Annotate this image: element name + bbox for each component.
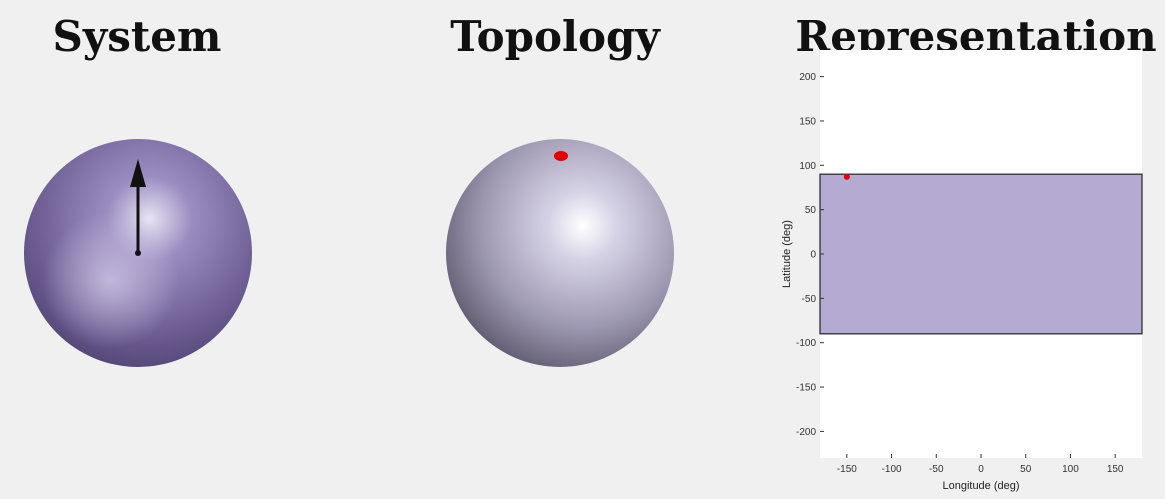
pointing-up-arrow-icon: [130, 159, 146, 256]
x-tick-label: -100: [882, 464, 902, 475]
system-sphere: [24, 139, 252, 367]
topology-title: Topology: [450, 12, 660, 61]
topology-sphere-body: [446, 139, 674, 367]
x-tick-label: 50: [1020, 464, 1032, 475]
y-tick-label: 100: [799, 161, 816, 172]
y-tick-label: -50: [802, 294, 817, 305]
y-axis-label: Latitude (deg): [781, 220, 793, 288]
x-tick-label: -50: [929, 464, 944, 475]
y-tick-label: -100: [796, 338, 816, 349]
valid-region: [819, 173, 1143, 335]
y-tick-label: 150: [799, 116, 816, 127]
y-tick-label: 0: [810, 250, 816, 261]
y-tick-label: 50: [805, 205, 817, 216]
north-pole-marker-icon: [554, 151, 568, 161]
topology-sphere: [446, 139, 674, 367]
x-tick-label: 100: [1062, 464, 1079, 475]
x-tick-label: 0: [978, 464, 984, 475]
system-title: System: [52, 12, 222, 61]
x-axis-label: Longitude (deg): [942, 480, 1019, 492]
data-point: [843, 173, 850, 180]
representation-chart: -150 -100 -50 0 50 100 150 -200 -150 -100 -50 0 50 1…: [781, 50, 1143, 492]
y-tick-label: -150: [796, 383, 816, 394]
y-tick-label: 200: [799, 72, 816, 83]
x-tick-label: 150: [1107, 464, 1124, 475]
y-tick-label: -200: [796, 427, 816, 438]
x-tick-label: -150: [837, 464, 857, 475]
